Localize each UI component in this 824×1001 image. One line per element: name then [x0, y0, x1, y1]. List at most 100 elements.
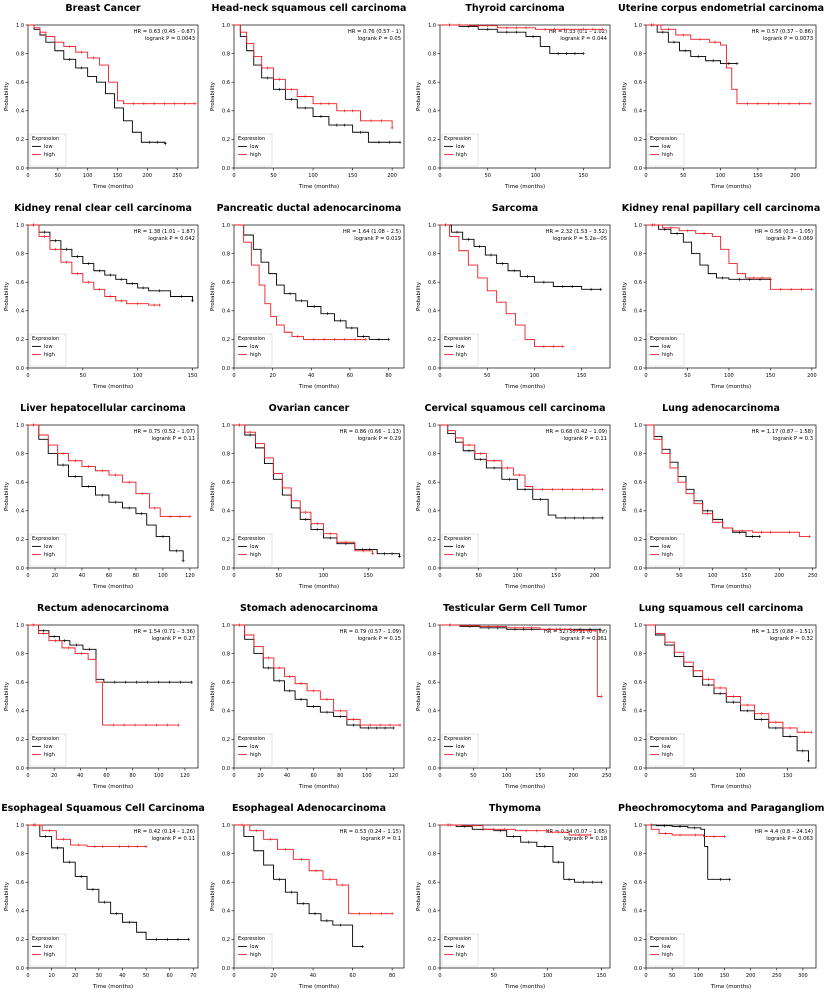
censor-mark: [579, 629, 583, 633]
x-tick-label: 200: [569, 773, 579, 779]
x-tick-label: 0: [232, 373, 235, 379]
x-tick-label: 20: [72, 973, 78, 979]
km-curve-high: [440, 24, 603, 30]
x-tick-label: 0: [232, 973, 235, 979]
legend: Expression low high: [441, 733, 479, 767]
x-tick-label: 0: [438, 973, 441, 979]
y-tick-label: 0.6: [428, 480, 436, 486]
censor-mark: [512, 269, 516, 273]
censor-mark: [449, 823, 453, 827]
km-plot: 0 50 100 150 200 250 0.0 0.2 0.4 0.6 0.8 1.0 Time (m…: [4, 23, 199, 190]
y-tick-label: 0.4: [634, 109, 642, 115]
x-tick-label: 120: [389, 773, 399, 779]
censor-mark: [448, 623, 452, 627]
y-tick-label: 1.0: [222, 223, 230, 229]
legend: Expression low high: [29, 533, 67, 567]
logrank-annotation: logrank P = 0.1: [361, 836, 401, 842]
censor-mark: [722, 834, 726, 838]
censor-mark: [752, 276, 756, 280]
x-tick-label: 100: [133, 373, 143, 379]
hr-annotation: HR = 2.32 (1.53 – 3.52): [546, 229, 607, 235]
censor-mark: [556, 52, 560, 56]
x-tick-label: 250: [808, 573, 818, 579]
censor-mark: [380, 119, 384, 123]
censor-mark: [31, 423, 35, 427]
km-plot: 0 10 20 30 40 50 60 70 0.0 0.2 0.4 0.6 0.8 1.0 Time (m…: [4, 823, 199, 990]
y-axis-label: Probability: [4, 281, 10, 311]
x-tick-label: 40: [119, 973, 125, 979]
censor-mark: [652, 223, 656, 227]
censor-mark: [801, 749, 805, 753]
x-tick-label: 150: [188, 373, 198, 379]
censor-mark: [521, 626, 525, 630]
logrank-annotation: logrank P = 0.063: [766, 836, 813, 842]
y-axis-label: Probability: [4, 881, 10, 911]
x-tick-label: 120: [180, 773, 190, 779]
logrank-annotation: logrank P = 0.32: [770, 636, 813, 642]
y-tick-label: 1.0: [222, 23, 230, 29]
x-tick-label: 0: [438, 173, 441, 179]
x-tick-label: 20: [52, 573, 58, 579]
y-tick-label: 0.4: [222, 109, 230, 115]
km-curve-low: [28, 224, 193, 301]
censor-mark: [144, 844, 148, 848]
censor-mark: [807, 535, 811, 539]
censor-mark: [361, 335, 365, 339]
hr-annotation: HR = 0.86 (0.66 – 1.13): [340, 429, 401, 435]
censor-mark: [313, 912, 317, 916]
censor-mark: [277, 87, 281, 91]
censor-mark: [661, 30, 665, 34]
y-tick-label: 1.0: [428, 23, 436, 29]
legend-label-low: low: [456, 344, 465, 350]
x-tick-label: 0: [644, 373, 647, 379]
hr-annotation: HR = 0.53 (0.24 – 1.15): [340, 829, 401, 835]
censor-mark: [590, 880, 594, 884]
x-tick-label: 100: [512, 573, 522, 579]
x-axis-label: Time (months): [710, 184, 751, 190]
censor-mark: [157, 680, 161, 684]
y-tick-label: 0.6: [634, 680, 642, 686]
y-axis-label: Probability: [416, 481, 422, 511]
censor-mark: [343, 337, 347, 341]
censor-mark: [133, 723, 137, 727]
censor-mark: [141, 492, 145, 496]
legend-label-low: low: [662, 944, 671, 950]
chart-title: Rectum adenocarcinoma: [36, 603, 170, 614]
y-tick-label: 0.0: [16, 766, 24, 772]
censor-mark: [86, 280, 90, 284]
x-tick-label: 40: [77, 773, 83, 779]
km-panel: Breast Cancer 0 50 100 150 200 250 0.0 0.2 0.4 0.6…: [0, 0, 206, 200]
censor-mark: [343, 109, 347, 113]
censor-mark: [119, 299, 123, 303]
censor-mark: [73, 459, 77, 463]
y-tick-label: 1.0: [634, 423, 642, 429]
censor-mark: [514, 30, 518, 34]
y-tick-label: 0.4: [222, 909, 230, 915]
legend: Expression low high: [441, 933, 479, 967]
km-curve-high: [440, 424, 603, 490]
y-tick-label: 0.8: [16, 51, 24, 57]
x-tick-label: 200: [775, 573, 785, 579]
x-tick-label: 20: [257, 773, 263, 779]
censor-mark: [126, 844, 130, 848]
censor-mark: [135, 844, 139, 848]
censor-mark: [391, 726, 395, 730]
logrank-annotation: logrank P = 0.3: [773, 436, 813, 442]
censor-mark: [718, 692, 722, 696]
y-tick-label: 1.0: [634, 23, 642, 29]
censor-mark: [366, 726, 370, 730]
x-tick-label: 0: [26, 973, 29, 979]
y-tick-label: 0.2: [222, 137, 230, 143]
y-tick-label: 0.6: [428, 80, 436, 86]
chart-title: Breast Cancer: [65, 3, 141, 14]
km-plot: 0 20 40 60 80 100 120 0.0 0.2 0.4 0.6 0.8 1.0 Time (m…: [210, 623, 405, 790]
censor-mark: [737, 277, 741, 281]
legend: Expression low high: [647, 733, 685, 767]
censor-mark: [383, 726, 387, 730]
km-curve-low: [440, 24, 584, 55]
censor-mark: [581, 880, 585, 884]
y-tick-label: 0.0: [222, 366, 230, 372]
censor-mark: [698, 37, 702, 41]
censor-mark: [599, 695, 603, 698]
y-tick-label: 1.0: [428, 623, 436, 629]
